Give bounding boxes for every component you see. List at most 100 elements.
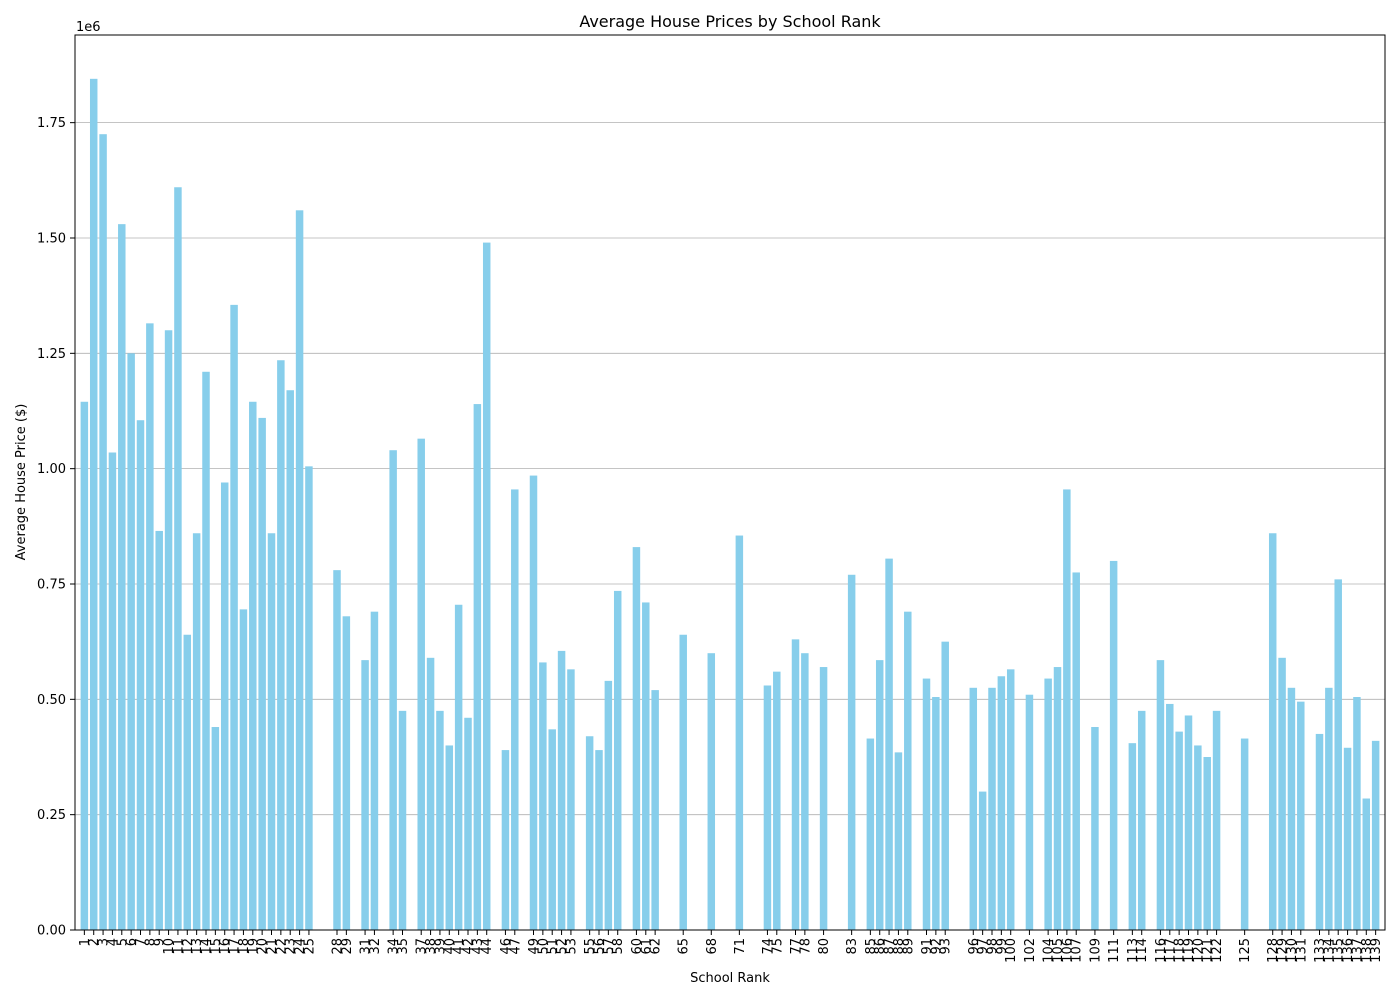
- bar-rank-13: [192, 533, 201, 930]
- x-tick-label: 139: [1369, 938, 1384, 963]
- x-tick-label: 83: [845, 938, 860, 955]
- bar-rank-20: [258, 417, 266, 930]
- x-tick-label: 43: [471, 938, 486, 955]
- bar-rank-29: [342, 616, 351, 930]
- bar-rank-3: [99, 134, 107, 930]
- bar-rank-23: [286, 390, 294, 931]
- x-tick-label: 2: [87, 938, 102, 946]
- bar-rank-37: [417, 438, 425, 930]
- bar-rank-129: [1278, 657, 1286, 930]
- bar-rank-134: [1325, 687, 1333, 930]
- x-tick-label: 113: [1126, 938, 1141, 963]
- x-tick-label: 114: [1135, 938, 1150, 963]
- x-tick-label: 51: [546, 938, 561, 955]
- x-tick-label: 68: [705, 938, 720, 955]
- x-tick-label: 105: [1051, 938, 1066, 963]
- bar-rank-55: [585, 736, 594, 930]
- bar-rank-39: [436, 710, 444, 930]
- bar-rank-35: [398, 710, 407, 930]
- x-tick-label: 7: [134, 938, 149, 946]
- y-tick-label: 0.75: [37, 577, 66, 592]
- bar-rank-43: [473, 404, 482, 930]
- x-tick-label: 58: [611, 938, 626, 955]
- x-tick-label: 93: [939, 938, 954, 955]
- x-tick-label: 121: [1201, 938, 1216, 963]
- x-tick-label: 4: [106, 938, 121, 946]
- y-tick-label: 1.50: [37, 231, 66, 246]
- bars: [80, 78, 1380, 931]
- bar-rank-120: [1194, 745, 1202, 930]
- bar-rank-100: [1006, 669, 1015, 930]
- bar-rank-41: [454, 604, 463, 930]
- bar-rank-104: [1044, 678, 1052, 930]
- bar-rank-22: [277, 360, 285, 930]
- bar-rank-49: [529, 475, 538, 930]
- bar-rank-74: [763, 685, 772, 930]
- bar-rank-58: [613, 590, 622, 930]
- y-tick-label: 0.25: [37, 808, 66, 823]
- x-tick-label: 104: [1042, 938, 1057, 963]
- bar-rank-125: [1240, 738, 1249, 930]
- bar-rank-109: [1091, 727, 1099, 930]
- x-tick-label: 56: [593, 938, 608, 955]
- x-tick-label: 46: [499, 938, 514, 955]
- bar-rank-57: [604, 680, 613, 930]
- x-tick-label: 116: [1154, 938, 1169, 963]
- bar-rank-83: [847, 574, 856, 930]
- x-tick-label: 134: [1322, 938, 1337, 963]
- x-tick-label: 71: [733, 938, 748, 955]
- x-tick-label: 106: [1060, 938, 1075, 963]
- x-tick-label: 130: [1285, 938, 1300, 963]
- x-tick-label: 39: [433, 938, 448, 955]
- bar-rank-91: [922, 678, 931, 930]
- bar-rank-1: [80, 401, 89, 930]
- x-tick-label: 23: [284, 938, 299, 955]
- bar-rank-32: [370, 611, 379, 930]
- x-tick-label: 122: [1210, 938, 1225, 963]
- bar-rank-97: [978, 791, 987, 930]
- bar-rank-133: [1315, 733, 1324, 930]
- bar-rank-50: [539, 662, 547, 930]
- bar-rank-10: [164, 330, 173, 930]
- bar-rank-111: [1109, 560, 1118, 930]
- x-tick-label: 61: [639, 938, 654, 955]
- bar-rank-102: [1025, 694, 1034, 930]
- bar-rank-71: [735, 535, 744, 930]
- x-tick-label: 40: [443, 938, 458, 955]
- bar-rank-18: [239, 609, 248, 930]
- bar-rank-78: [801, 653, 809, 930]
- bar-rank-139: [1371, 740, 1380, 930]
- bar-rank-105: [1053, 667, 1062, 930]
- bar-rank-138: [1362, 798, 1371, 930]
- bar-rank-60: [632, 547, 641, 930]
- x-tick-label: 13: [190, 938, 205, 955]
- x-tick-label: 88: [892, 938, 907, 955]
- x-axis-title: School Rank: [690, 971, 770, 986]
- y-axis-title: Average House Price ($): [14, 404, 29, 561]
- bar-rank-38: [426, 657, 435, 930]
- y-tick-label: 1.75: [37, 116, 66, 131]
- bar-rank-137: [1353, 697, 1361, 930]
- bar-rank-114: [1137, 710, 1146, 930]
- bar-rank-89: [904, 611, 912, 930]
- bar-rank-15: [211, 727, 220, 930]
- bar-rank-122: [1212, 710, 1221, 930]
- x-tick-label: 74: [761, 938, 776, 955]
- x-tick-label: 80: [817, 938, 832, 955]
- x-tick-label: 21: [265, 938, 280, 955]
- x-tick-label: 17: [228, 938, 243, 955]
- x-tick-label: 120: [1191, 938, 1206, 963]
- x-tick-label: 28: [331, 938, 346, 955]
- x-tick-label: 98: [986, 938, 1001, 955]
- bar-rank-47: [511, 489, 519, 930]
- x-tick-label: 89: [901, 938, 916, 955]
- x-tick-label: 10: [162, 938, 177, 955]
- x-tick-label: 8: [143, 938, 158, 946]
- x-tick-label: 125: [1238, 938, 1253, 963]
- x-tick-label: 87: [883, 938, 898, 955]
- x-tick-label: 99: [995, 938, 1010, 955]
- x-tick-label: 37: [415, 938, 430, 955]
- x-tick-label: 1: [78, 938, 93, 946]
- bar-rank-99: [997, 676, 1006, 930]
